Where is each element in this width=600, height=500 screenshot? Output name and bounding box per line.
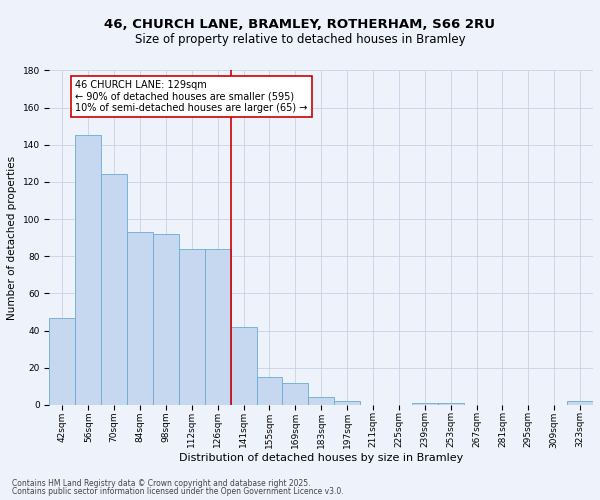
Text: Contains public sector information licensed under the Open Government Licence v3: Contains public sector information licen… — [12, 488, 344, 496]
Bar — [308, 398, 334, 405]
Bar — [567, 401, 593, 405]
Bar — [438, 403, 464, 405]
Bar — [49, 318, 76, 405]
Bar — [127, 232, 153, 405]
Bar — [179, 249, 205, 405]
Bar — [153, 234, 179, 405]
Bar — [230, 327, 257, 405]
Bar — [283, 382, 308, 405]
Bar — [334, 401, 360, 405]
X-axis label: Distribution of detached houses by size in Bramley: Distribution of detached houses by size … — [179, 453, 463, 463]
Bar — [205, 249, 230, 405]
Text: Size of property relative to detached houses in Bramley: Size of property relative to detached ho… — [134, 32, 466, 46]
Text: 46, CHURCH LANE, BRAMLEY, ROTHERHAM, S66 2RU: 46, CHURCH LANE, BRAMLEY, ROTHERHAM, S66… — [104, 18, 496, 30]
Bar — [101, 174, 127, 405]
Bar — [412, 403, 438, 405]
Text: Contains HM Land Registry data © Crown copyright and database right 2025.: Contains HM Land Registry data © Crown c… — [12, 478, 311, 488]
Y-axis label: Number of detached properties: Number of detached properties — [7, 156, 17, 320]
Text: 46 CHURCH LANE: 129sqm
← 90% of detached houses are smaller (595)
10% of semi-de: 46 CHURCH LANE: 129sqm ← 90% of detached… — [76, 80, 308, 113]
Bar — [76, 136, 101, 405]
Bar — [257, 377, 283, 405]
